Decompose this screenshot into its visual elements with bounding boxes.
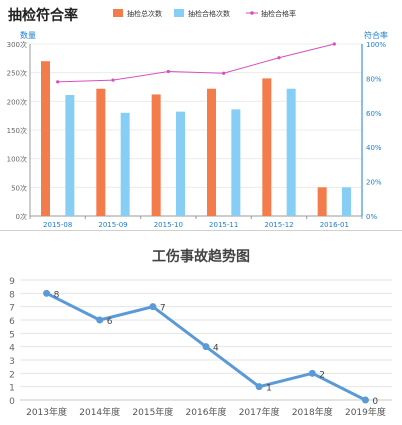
chart-divider (0, 229, 402, 232)
c1-x-tick-label: 2015-12 (264, 221, 293, 229)
injury-data-label: 6 (107, 317, 113, 327)
bar-passed-inspections (286, 88, 296, 216)
c2-gridlines (20, 279, 392, 401)
injury-data-label: 0 (372, 397, 378, 407)
c2-y-tick-label: 5 (9, 330, 15, 340)
c2-y-tick-label: 7 (9, 304, 15, 314)
injury-trend-chart: 8 6 7 4 1 2 0 0 1 2 3 4 5 6 7 8 9 2013年度 2014年度 2015年度 2016… (0, 231, 402, 425)
y-axis-label-left: 数量 (20, 30, 36, 40)
injury-data-label: 1 (266, 384, 272, 394)
legend-label: 抽检合格率 (261, 9, 296, 18)
bar-total-inspections (96, 88, 106, 216)
bar-total-inspections (206, 88, 216, 216)
c1-left-tick-label: 250次 (7, 69, 27, 78)
c1-x-tick-label: 2015-10 (154, 221, 183, 229)
c1-right-tick-label: 20% (366, 179, 382, 187)
c1-right-tick-label: 60% (366, 110, 382, 118)
bar-total-inspections (262, 78, 272, 217)
c2-y-tick-label: 4 (9, 344, 15, 354)
c1-rate-line (56, 42, 336, 84)
bar-passed-inspections (65, 95, 75, 216)
c1-left-tick-label: 200次 (7, 97, 27, 106)
c2-x-tick-label: 2016年度 (186, 406, 227, 418)
c1-x-tick-label: 2015-09 (98, 221, 127, 229)
legend-swatch-dot (250, 11, 254, 15)
y-axis-label-right: 符合率 (364, 30, 388, 40)
c2-y-tick-label: 1 (9, 384, 15, 394)
bar-passed-inspections (176, 111, 186, 216)
c2-x-tick-label: 2018年度 (292, 406, 333, 418)
c2-y-tick-label: 3 (9, 357, 15, 367)
rate-point (111, 78, 115, 82)
c2-y-tick-label: 9 (9, 277, 15, 287)
bar-total-inspections (40, 61, 50, 217)
rate-line (57, 43, 335, 83)
c2-x-tick-label: 2015年度 (132, 406, 173, 418)
injury-point (149, 303, 157, 311)
c1-right-tick-label: 100% (366, 41, 386, 49)
legend-swatch (113, 9, 123, 17)
injury-point (96, 316, 104, 324)
c1-left-tick-label: 0次 (16, 212, 27, 221)
c1-left-tick-label: 50次 (11, 183, 27, 192)
c1-x-tick-label: 2015-08 (43, 221, 72, 229)
rate-point (332, 42, 336, 46)
c1-right-tick-label: 40% (366, 144, 382, 152)
c1-left-tick-label: 150次 (7, 126, 27, 135)
c2-y-tick-label: 2 (9, 370, 15, 380)
c2-y-tick-label: 0 (9, 397, 15, 407)
c1-left-tick-label: 100次 (7, 155, 27, 164)
injury-point (255, 383, 263, 391)
injury-data-label: 4 (213, 344, 219, 354)
c2-y-tick-label: 8 (9, 290, 15, 300)
rate-point (56, 80, 60, 84)
c2-y-tick-label: 6 (9, 317, 15, 327)
injury-point (308, 369, 316, 377)
c2-tick-labels: 0 1 2 3 4 5 6 7 8 9 2013年度 2014年度 2015年度 2016年度 2017年度… (9, 277, 386, 418)
bar-passed-inspections (342, 187, 352, 216)
c2-x-tick-label: 2017年度 (239, 406, 280, 418)
c2-x-tick-label: 2013年度 (26, 406, 67, 418)
c1-right-tick-label: 80% (366, 75, 382, 83)
injury-point (43, 289, 51, 297)
c1-tick-labels: 0次 50次 100次 150次 200次 250次 300次 0% 20% 40% 60% 80% 1… (7, 40, 387, 229)
c1-x-tick-label: 2016-01 (320, 221, 349, 229)
bar-total-inspections (151, 94, 161, 216)
injury-data-label: 7 (160, 304, 166, 314)
legend-label: 抽检合格次数 (188, 9, 230, 18)
injury-data-label: 2 (319, 370, 325, 380)
legend-swatch (174, 9, 184, 17)
c1-legend: 抽检总次数 抽检合格次数 抽检合格率 (113, 9, 296, 18)
bar-passed-inspections (231, 109, 241, 216)
inspection-rate-chart: 0次 50次 100次 150次 200次 250次 300次 0% 20% 40% 60% 80% 1… (6, 7, 388, 229)
injury-data-label: 8 (54, 290, 60, 300)
injury-point (361, 396, 369, 404)
rate-point (166, 69, 170, 74)
rate-point (277, 56, 281, 60)
c1-bars (40, 61, 352, 217)
bar-total-inspections (317, 187, 327, 216)
c2-x-tick-label: 2014年度 (79, 406, 120, 418)
legend-label: 抽检总次数 (127, 9, 162, 18)
c1-x-tick-label: 2015-11 (209, 221, 238, 229)
c1-left-tick-label: 300次 (7, 40, 27, 49)
c1-axes (29, 44, 363, 219)
c1-right-tick-label: 0% (366, 213, 377, 221)
c2-series: 8 6 7 4 1 2 0 (43, 289, 378, 407)
injury-point (202, 343, 210, 351)
rate-point (222, 71, 226, 75)
c2-x-tick-label: 2019年度 (345, 406, 386, 418)
chart-title: 工伤事故趋势图 (152, 248, 250, 265)
bar-passed-inspections (120, 112, 130, 216)
chart-title: 抽检符合率 (8, 7, 78, 24)
c1-gridlines (30, 43, 362, 217)
